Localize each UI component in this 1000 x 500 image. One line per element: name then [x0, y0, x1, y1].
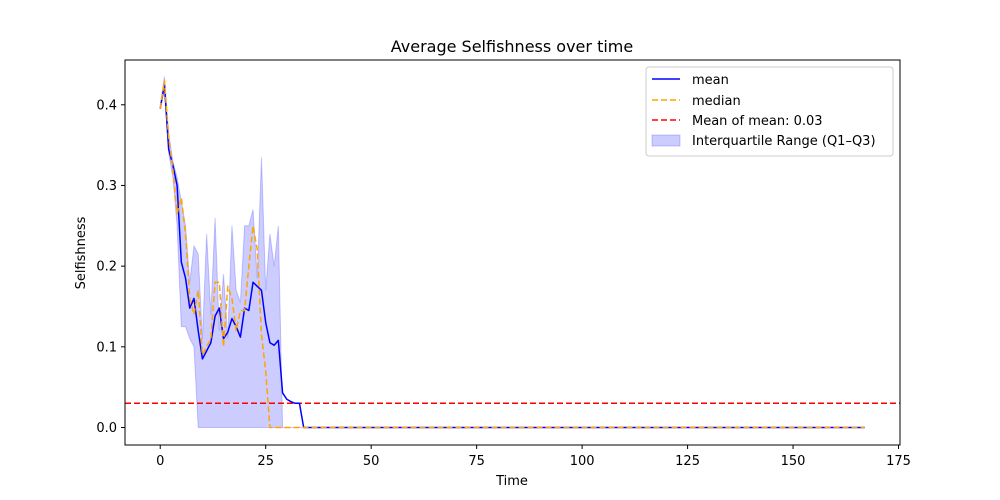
- y-tick-label: 0.0: [96, 421, 117, 436]
- y-axis-ticks: 0.0 0.1 0.2 0.3 0.4: [96, 98, 125, 436]
- lines-layer: [125, 79, 900, 429]
- mean-line: [159, 83, 865, 429]
- x-tick-label: 25: [257, 454, 274, 469]
- chart-title: Average Selfishness over time: [391, 37, 633, 56]
- y-tick-label: 0.4: [96, 98, 117, 113]
- x-tick-label: 150: [781, 454, 806, 469]
- y-tick-label: 0.1: [96, 340, 117, 355]
- legend-mean-of-mean-label: Mean of mean: 0.03: [692, 114, 823, 129]
- legend-iqr-swatch: [651, 134, 681, 147]
- band-layer: [159, 76, 865, 428]
- x-tick-label: 125: [675, 454, 700, 469]
- iqr-band: [159, 76, 865, 428]
- legend-median-label: median: [692, 94, 741, 109]
- legend-box: [645, 66, 894, 157]
- x-tick-label: 175: [886, 454, 911, 469]
- y-tick-label: 0.2: [96, 260, 117, 275]
- plot-area: [124, 59, 901, 446]
- x-axis-label: Time: [495, 474, 528, 489]
- x-tick-label: 0: [156, 454, 164, 469]
- legend: mean median Mean of mean: 0.03 Interquar…: [645, 66, 894, 157]
- plot-frame: [124, 59, 901, 446]
- y-tick-label: 0.3: [96, 179, 117, 194]
- x-tick-label: 75: [468, 454, 485, 469]
- x-tick-label: 100: [570, 454, 595, 469]
- y-axis-label: Selfishness: [74, 216, 89, 289]
- legend-mean-label: mean: [692, 73, 729, 88]
- median-line: [159, 79, 865, 429]
- x-axis-ticks: 0 25 50 75 100 125 150 175: [156, 445, 911, 469]
- x-tick-label: 50: [363, 454, 380, 469]
- legend-iqr-label: Interquartile Range (Q1–Q3): [692, 134, 876, 149]
